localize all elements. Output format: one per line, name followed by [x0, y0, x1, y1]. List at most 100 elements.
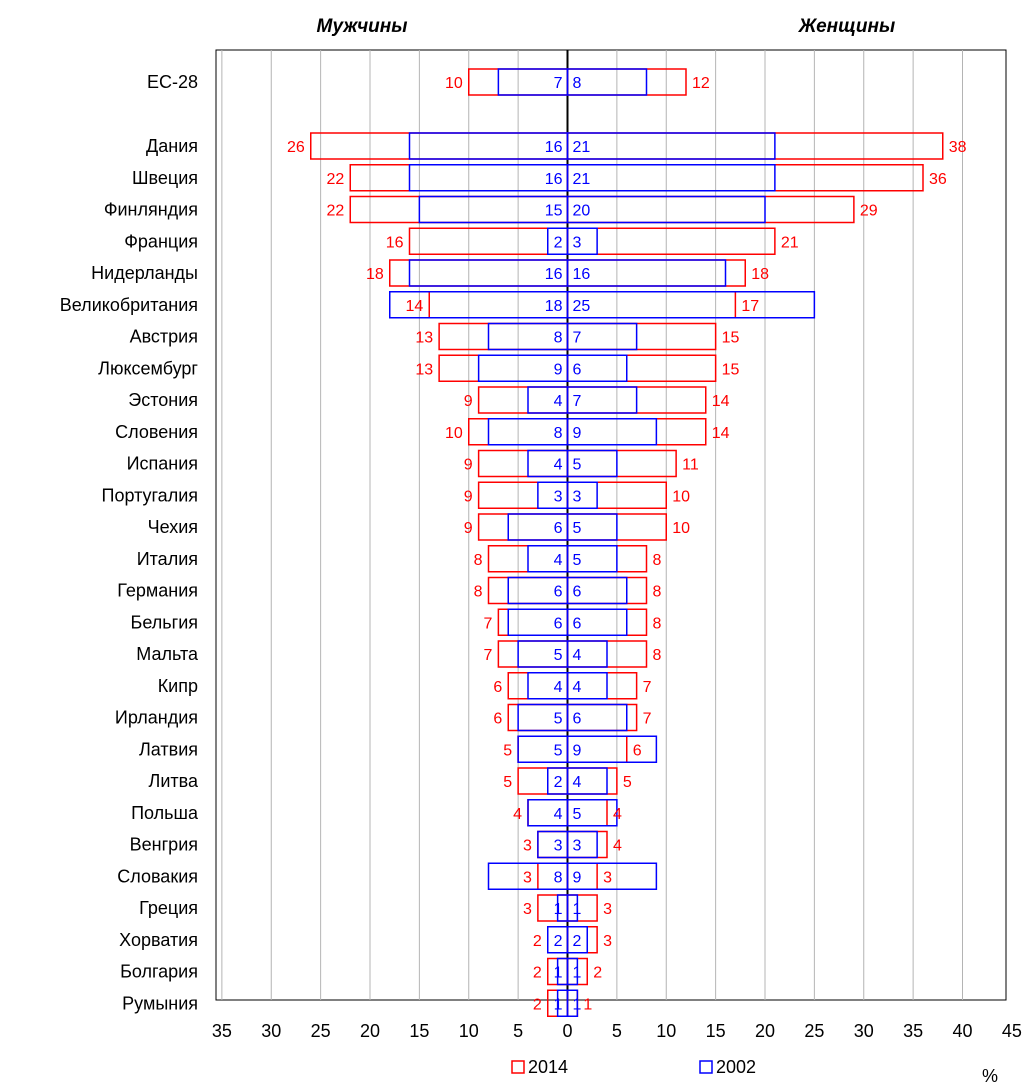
value-label-women-2014: 7 [643, 679, 652, 696]
bar-men-2014 [349, 164, 569, 192]
bar-women-2002 [566, 640, 608, 668]
value-label-men-2014: 6 [493, 711, 502, 728]
value-label-women-2002: 3 [573, 838, 582, 855]
bar-women-2002 [566, 291, 816, 319]
value-label-women-2014: 1 [583, 996, 592, 1013]
value-label-women-2002: 1 [573, 965, 582, 982]
value-label-men-2014: 22 [326, 203, 344, 220]
category-label: Нидерланды [91, 263, 198, 283]
value-label-men-2014: 2 [533, 965, 542, 982]
value-label-men-2014: 13 [415, 330, 433, 347]
value-label-women-2014: 3 [603, 933, 612, 950]
value-label-men-2014: 22 [326, 171, 344, 188]
x-tick-label: 0 [562, 1021, 572, 1041]
value-label-women-2002: 3 [573, 488, 582, 505]
x-tick-label: 10 [459, 1021, 479, 1041]
bar-women-2002 [566, 354, 628, 382]
x-tick-label: 30 [854, 1021, 874, 1041]
value-label-women-2002: 4 [573, 774, 582, 791]
value-label-women-2014: 36 [929, 171, 947, 188]
value-label-men-2014: 26 [287, 139, 305, 156]
value-label-men-2014: 16 [386, 234, 404, 251]
value-label-women-2014: 21 [781, 234, 799, 251]
value-label-men-2002: 6 [554, 615, 563, 632]
value-label-men-2014: 9 [464, 488, 473, 505]
category-label: Чехия [148, 517, 198, 537]
bar-women-2002 [566, 703, 628, 732]
value-label-men-2002: 2 [554, 933, 563, 950]
value-label-women-2002: 5 [573, 457, 582, 474]
value-label-women-2014: 8 [653, 584, 662, 601]
value-label-women-2002: 1 [573, 996, 582, 1013]
category-label: Португалия [102, 485, 199, 505]
value-label-men-2002: 8 [554, 330, 563, 347]
value-label-men-2014: 9 [464, 457, 473, 474]
value-label-women-2014: 10 [672, 488, 690, 505]
legend-swatch-2014 [511, 1060, 525, 1074]
value-label-men-2014: 8 [474, 584, 483, 601]
value-label-women-2002: 9 [573, 742, 582, 759]
bar-women-2002 [566, 926, 588, 954]
value-label-women-2002: 21 [573, 139, 591, 156]
bar-women-2002 [566, 767, 608, 795]
value-label-men-2002: 4 [554, 457, 563, 474]
value-label-women-2014: 18 [751, 266, 769, 283]
value-label-men-2014: 3 [523, 869, 532, 886]
category-label: Польша [131, 803, 199, 823]
category-label: Дания [146, 136, 198, 156]
value-label-men-2002: 4 [554, 679, 563, 696]
category-label: ЕС-28 [147, 72, 198, 92]
value-label-men-2002: 2 [554, 774, 563, 791]
value-label-women-2014: 2 [593, 965, 602, 982]
category-label: Греция [139, 898, 198, 918]
value-label-women-2002: 21 [573, 171, 591, 188]
x-tick-label: 25 [311, 1021, 331, 1041]
value-label-women-2002: 16 [573, 266, 591, 283]
x-tick-label: 15 [706, 1021, 726, 1041]
plot-frame [215, 49, 1007, 1001]
x-tick-label: 20 [755, 1021, 775, 1041]
value-label-women-2014: 3 [603, 869, 612, 886]
value-label-women-2014: 10 [672, 520, 690, 537]
bar-women-2014 [566, 227, 776, 255]
category-label: Румыния [122, 993, 198, 1013]
bar-men-2014 [438, 354, 569, 382]
value-label-women-2002: 5 [573, 520, 582, 537]
category-labels: ЕС-28 Дания Швеция Финляндия Франция Нидерлан… [60, 72, 199, 1013]
x-tick-label: 5 [513, 1021, 523, 1041]
value-label-women-2014: 3 [603, 901, 612, 918]
value-label-men-2002: 5 [554, 711, 563, 728]
bar-women-2014 [566, 354, 717, 382]
category-label: Литва [149, 771, 199, 791]
value-label-women-2002: 6 [573, 584, 582, 601]
value-label-women-2002: 1 [573, 901, 582, 918]
value-label-women-2014: 15 [722, 330, 740, 347]
value-label-men-2002: 3 [554, 838, 563, 855]
bar-women-2002 [566, 481, 598, 509]
legend: 2014 2002 [511, 1057, 756, 1077]
header-men: Мужчины [317, 16, 408, 37]
category-label: Латвия [139, 739, 198, 759]
value-label-women-2002: 25 [573, 298, 591, 315]
value-label-men-2014: 7 [483, 647, 492, 664]
bar-women-2002 [566, 164, 776, 192]
category-label: Австрия [130, 327, 198, 347]
value-label-men-2014: 2 [533, 933, 542, 950]
bar-women-2002 [566, 322, 638, 351]
bar-women-2002 [566, 418, 658, 446]
bar-women-2002 [566, 989, 579, 1017]
value-label-women-2014: 29 [860, 203, 878, 220]
value-label-men-2002: 7 [554, 75, 563, 92]
bar-men-2014 [408, 227, 569, 255]
value-label-women-2014: 7 [643, 711, 652, 728]
category-label: Швеция [132, 168, 198, 188]
category-label: Мальта [136, 644, 199, 664]
grid [215, 49, 1007, 1001]
legend-swatch-2002 [699, 1060, 713, 1074]
value-label-men-2002: 18 [545, 298, 563, 315]
x-tick-label: 30 [261, 1021, 281, 1041]
bar-women-2002 [566, 799, 618, 827]
value-label-women-2014: 38 [949, 139, 967, 156]
bar-women-2002 [566, 68, 648, 96]
value-label-women-2002: 5 [573, 806, 582, 823]
